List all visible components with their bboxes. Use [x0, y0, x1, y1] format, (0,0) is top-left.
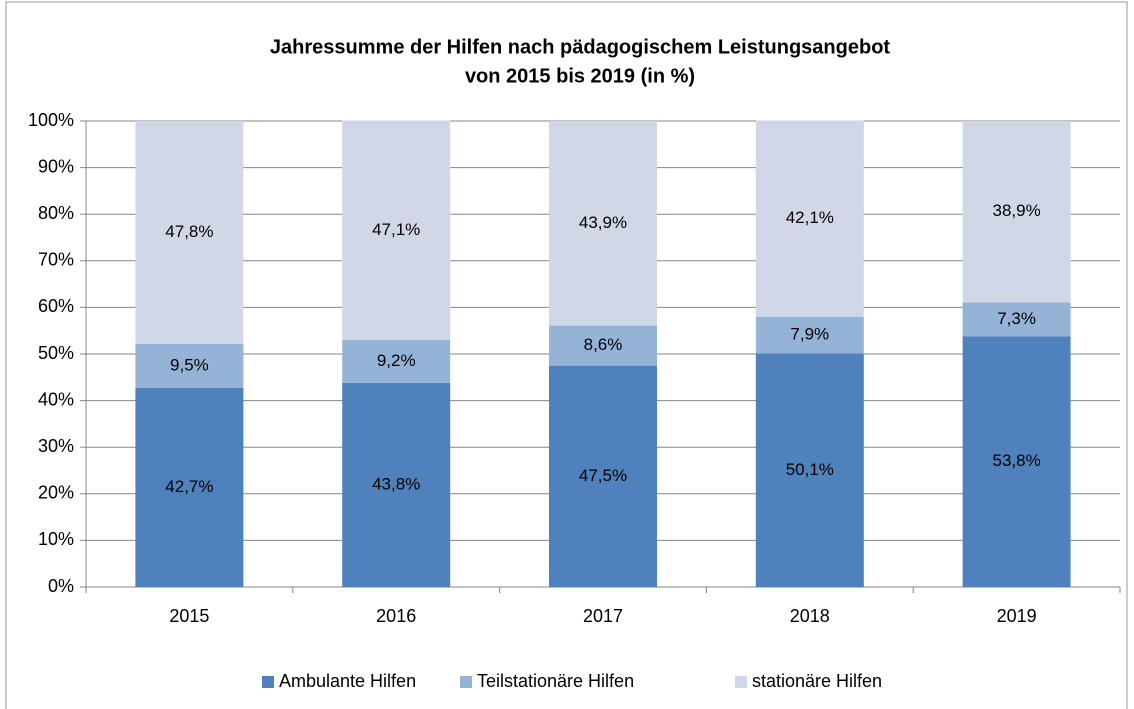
bar-segment	[342, 340, 451, 383]
data-label: 42,7%	[165, 477, 213, 496]
bar-segment	[755, 353, 864, 587]
legend-label: Ambulante Hilfen	[279, 671, 416, 691]
x-tick-label: 2015	[169, 606, 209, 626]
data-label: 47,5%	[579, 466, 627, 485]
data-label: 47,1%	[372, 220, 420, 239]
data-label: 47,8%	[165, 222, 213, 241]
y-tick-label: 100%	[28, 110, 74, 130]
y-tick-label: 0%	[48, 576, 74, 596]
legend-swatch	[735, 676, 747, 688]
bar-segment	[962, 121, 1071, 303]
chart-title: von 2015 bis 2019 (in %)	[465, 65, 695, 87]
data-label: 53,8%	[992, 451, 1040, 470]
data-label: 38,9%	[992, 201, 1040, 220]
y-tick-label: 80%	[38, 203, 74, 223]
bar-segment	[962, 336, 1071, 587]
bar-segment	[342, 382, 451, 587]
y-tick-label: 30%	[38, 436, 74, 456]
chart-title: Jahressumme der Hilfen nach pädagogische…	[270, 36, 890, 58]
y-tick-label: 60%	[38, 296, 74, 316]
data-label: 7,9%	[790, 325, 829, 344]
legend-swatch	[262, 676, 274, 688]
data-label: 9,2%	[377, 351, 416, 370]
x-tick-label: 2019	[997, 606, 1037, 626]
data-label: 8,6%	[584, 335, 623, 354]
bar-segment	[549, 365, 657, 587]
bar-segment	[342, 120, 451, 341]
bar-segment	[755, 316, 864, 354]
data-label: 9,5%	[170, 355, 209, 374]
bar-segment	[549, 121, 657, 326]
x-tick-label: 2016	[376, 606, 416, 626]
bar-segment	[135, 343, 244, 389]
bar-segment	[549, 325, 657, 366]
y-tick-label: 50%	[38, 343, 74, 363]
y-tick-label: 20%	[38, 483, 74, 503]
data-label: 50,1%	[786, 460, 834, 479]
data-label: 7,3%	[997, 309, 1036, 328]
x-tick-label: 2018	[790, 606, 830, 626]
data-label: 43,8%	[372, 474, 420, 493]
legend-label: Teilstationäre Hilfen	[477, 671, 634, 691]
legend-label: stationäre Hilfen	[752, 671, 882, 691]
y-tick-label: 70%	[38, 250, 74, 270]
bar-segment	[755, 120, 864, 317]
x-tick-label: 2017	[583, 606, 623, 626]
y-tick-label: 40%	[38, 389, 74, 409]
y-tick-label: 10%	[38, 529, 74, 549]
y-tick-label: 90%	[38, 156, 74, 176]
bar-segment	[135, 388, 244, 587]
bar-segment	[962, 302, 1071, 337]
legend-swatch	[460, 676, 472, 688]
data-label: 43,9%	[579, 213, 627, 232]
data-label: 42,1%	[786, 208, 834, 227]
bar-segment	[135, 121, 244, 344]
